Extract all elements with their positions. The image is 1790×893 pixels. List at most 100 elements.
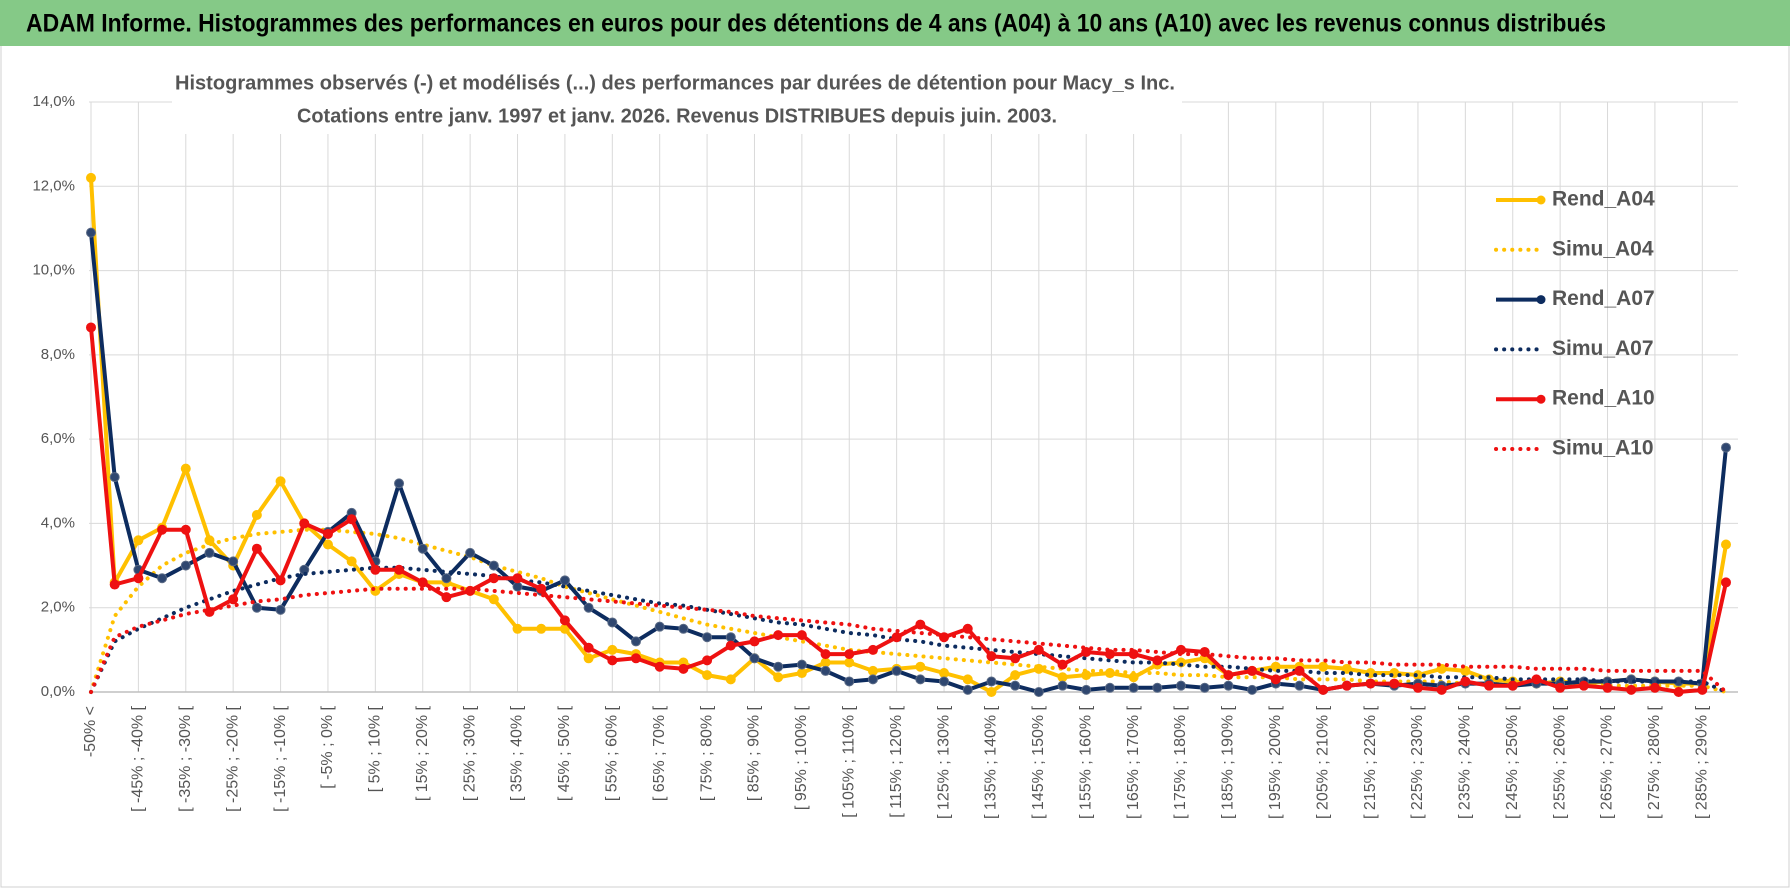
data-point <box>1626 684 1637 695</box>
x-tick-label: [ 285% ; 290% [ <box>1694 705 1711 819</box>
data-point <box>1318 684 1329 695</box>
x-tick-label: [ 155% ; 160% [ <box>1077 705 1094 819</box>
x-tick-label: [ 235% ; 240% [ <box>1457 705 1474 819</box>
data-point <box>536 583 547 594</box>
x-tick-label: [ 85% ; 90% [ <box>746 705 763 801</box>
data-point <box>1484 680 1495 691</box>
data-point <box>1010 653 1021 664</box>
data-point <box>109 472 120 483</box>
data-point <box>86 172 96 183</box>
y-tick-label: 2,0% <box>41 599 75 616</box>
data-point <box>275 476 286 487</box>
data-point <box>678 623 689 634</box>
data-point <box>299 518 310 529</box>
data-point <box>986 687 997 697</box>
data-point <box>133 535 144 546</box>
data-point <box>702 632 713 643</box>
data-point <box>322 528 333 539</box>
x-tick-label: [ 195% ; 200% [ <box>1267 705 1284 819</box>
x-tick-label: [ 95% ; 100% [ <box>793 705 810 810</box>
y-tick-label: 0,0% <box>41 683 75 700</box>
y-tick-label: 4,0% <box>41 514 75 531</box>
data-point <box>891 665 902 676</box>
subtitle-box <box>172 68 1182 134</box>
data-point <box>607 655 618 666</box>
data-point <box>607 644 618 655</box>
legend-label: Rend_A10 <box>1552 387 1655 410</box>
x-tick-label: [ 105% ; 110% [ <box>840 705 857 817</box>
x-tick-label: -50% < <box>82 706 99 757</box>
data-point <box>322 539 333 550</box>
data-point <box>559 575 570 586</box>
data-point <box>820 657 831 668</box>
data-point <box>583 653 594 664</box>
data-point <box>394 478 405 489</box>
x-tick-label: [ 165% ; 170% [ <box>1125 705 1142 819</box>
x-tick-label: [ 245% ; 250% [ <box>1504 705 1521 819</box>
data-point <box>1057 672 1068 683</box>
data-point <box>346 514 357 525</box>
data-point <box>749 653 760 664</box>
data-point <box>1010 680 1021 691</box>
data-point <box>1721 539 1731 550</box>
data-point <box>394 564 405 575</box>
data-point <box>867 674 878 685</box>
data-point <box>1033 687 1044 697</box>
x-tick-label: [ 125% ; 130% [ <box>935 705 952 819</box>
data-point <box>915 619 926 630</box>
y-tick-label: 8,0% <box>41 346 75 363</box>
data-point <box>583 642 594 653</box>
x-tick-label: [ 255% ; 260% [ <box>1551 705 1568 819</box>
data-point <box>488 573 499 584</box>
y-tick-label: 14,0% <box>32 93 75 110</box>
data-point <box>441 592 452 603</box>
data-point <box>1104 649 1115 660</box>
data-point <box>725 632 736 643</box>
data-point <box>631 653 641 664</box>
data-point <box>1223 670 1234 681</box>
data-point <box>702 655 713 666</box>
data-point <box>986 651 997 662</box>
data-point <box>583 602 594 613</box>
data-point <box>346 556 357 567</box>
data-point <box>204 547 215 558</box>
data-point <box>441 573 452 584</box>
legend-marker <box>1536 195 1546 205</box>
data-point <box>1223 680 1234 691</box>
series-line <box>89 565 1728 694</box>
data-point <box>1721 442 1731 453</box>
data-point <box>228 594 239 605</box>
legend-label: Rend_A04 <box>1552 188 1655 211</box>
data-point <box>1152 682 1163 693</box>
data-point <box>133 573 144 584</box>
legend-label: Simu_A10 <box>1552 437 1654 460</box>
legend-label: Rend_A07 <box>1552 287 1655 310</box>
data-point <box>1673 687 1684 697</box>
data-point <box>275 604 286 615</box>
data-point <box>631 636 641 647</box>
data-point <box>844 676 855 687</box>
data-point <box>702 670 713 681</box>
data-point <box>820 649 831 660</box>
data-point <box>1389 678 1400 689</box>
data-point <box>512 581 523 592</box>
data-point <box>1010 670 1021 681</box>
series-line <box>89 586 1728 694</box>
data-point <box>251 602 262 613</box>
data-point <box>867 644 878 655</box>
data-point <box>915 661 926 672</box>
data-point <box>1033 644 1044 655</box>
data-point <box>1341 663 1352 674</box>
data-point <box>867 665 878 676</box>
x-tick-label: [ 115% ; 120% [ <box>888 705 905 817</box>
data-point <box>773 661 784 672</box>
data-point <box>1152 655 1163 666</box>
data-point <box>820 665 831 676</box>
legend-label: Simu_A07 <box>1552 337 1654 360</box>
data-point <box>1460 676 1471 687</box>
chart-title: ADAM Informe. Histogrammes des performan… <box>26 10 1606 38</box>
data-point <box>251 543 262 554</box>
data-point <box>1436 684 1447 695</box>
data-point <box>654 661 665 672</box>
